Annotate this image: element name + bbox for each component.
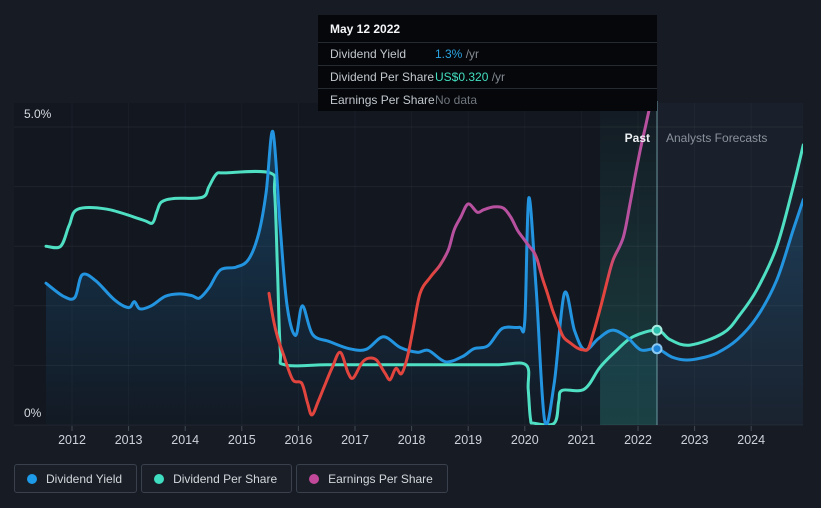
tooltip-value: US$0.320 — [435, 70, 489, 84]
legend-item-dividend-yield[interactable]: Dividend Yield — [14, 464, 138, 493]
tooltip-label: Dividend Per Share — [330, 70, 435, 84]
x-axis: 2012 2013 2014 2015 2016 2017 2018 2019 2020 2021… — [58, 426, 765, 447]
svg-text:2017: 2017 — [341, 433, 369, 447]
svg-text:2016: 2016 — [284, 433, 312, 447]
dividend-per-share-dot-icon — [154, 473, 165, 484]
tooltip-value: 1.3% — [435, 47, 463, 61]
tooltip-date: May 12 2022 — [330, 22, 401, 36]
svg-text:2015: 2015 — [228, 433, 256, 447]
legend-label: Dividend Per Share — [173, 471, 278, 486]
svg-text:2021: 2021 — [567, 433, 595, 447]
dividend-yield-dot-icon — [27, 473, 37, 484]
svg-text:2012: 2012 — [58, 433, 86, 447]
legend-label: Dividend Yield — [46, 471, 123, 486]
svg-text:2022: 2022 — [624, 433, 652, 447]
tooltip-value-suffix: /yr — [462, 47, 480, 61]
y-axis-label-top: 5.0% — [24, 107, 52, 121]
tooltip-row-dividend-yield: Dividend Yield 1.3% /yr — [318, 42, 657, 65]
svg-text:2019: 2019 — [454, 433, 482, 447]
analysts-forecasts-region-label: Analysts Forecasts — [666, 131, 768, 145]
y-axis-label-bottom: 0% — [24, 406, 42, 420]
tooltip-row-earnings-per-share: Earnings Per Share No data — [318, 88, 657, 111]
chart-legend: Dividend Yield Dividend Per Share Earnin… — [14, 464, 448, 493]
svg-text:2013: 2013 — [115, 433, 143, 447]
tooltip-label: Earnings Per Share — [330, 93, 435, 107]
series-lines — [44, 104, 803, 425]
tooltip-value-suffix: /yr — [488, 70, 506, 84]
tooltip-label: Dividend Yield — [330, 47, 407, 61]
tooltip-row-dividend-per-share: Dividend Per Share US$0.320 /yr — [318, 65, 657, 88]
tooltip-value: No data — [435, 93, 478, 107]
legend-label: Earnings Per Share — [328, 471, 433, 486]
past-region-label: Past — [624, 131, 650, 145]
svg-text:2023: 2023 — [681, 433, 709, 447]
svg-text:2014: 2014 — [171, 433, 199, 447]
legend-item-earnings-per-share[interactable]: Earnings Per Share — [296, 464, 448, 493]
legend-item-dividend-per-share[interactable]: Dividend Per Share — [141, 464, 293, 493]
series-markers — [651, 324, 663, 355]
svg-text:2018: 2018 — [398, 433, 426, 447]
chart-tooltip: May 12 2022 Dividend Yield 1.3% /yr Divi… — [318, 15, 657, 111]
earnings-per-share-dot-icon — [309, 473, 320, 484]
svg-text:2024: 2024 — [737, 433, 765, 447]
svg-text:2020: 2020 — [511, 433, 539, 447]
